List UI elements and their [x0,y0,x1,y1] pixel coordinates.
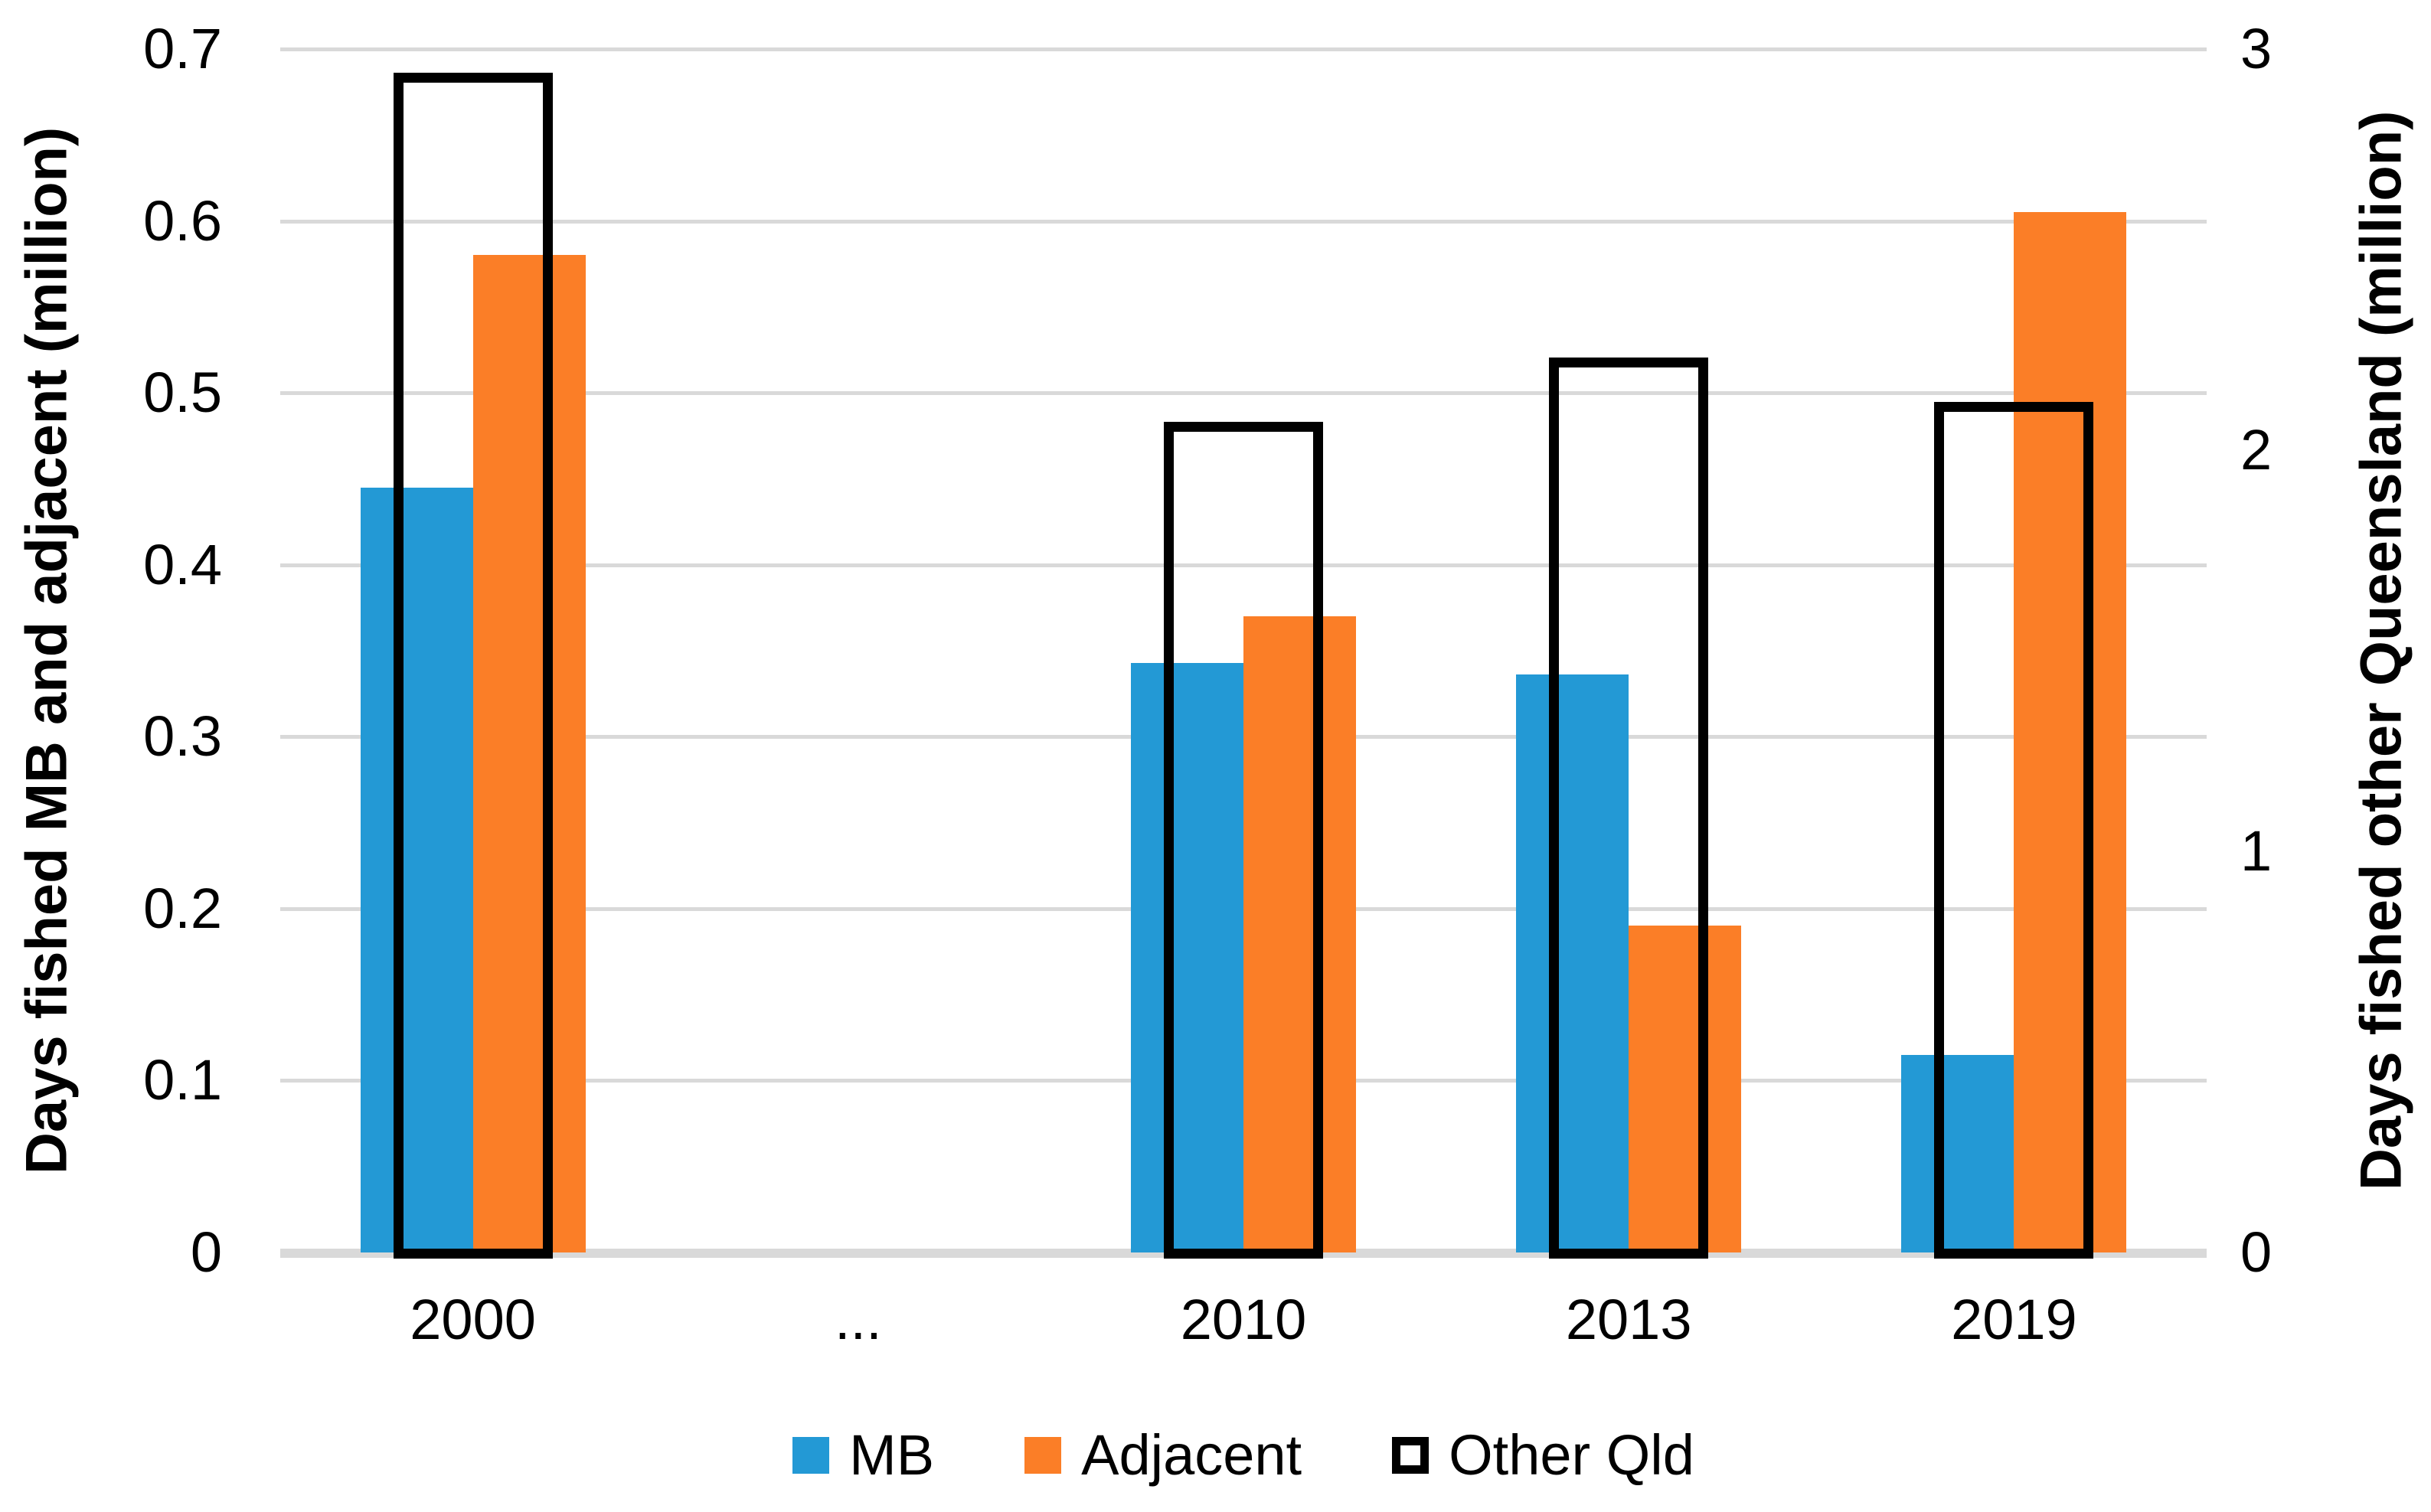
legend-swatch-other-qld [1392,1437,1430,1474]
right-axis-title: Days fished other Queensland (million) [2348,110,2414,1191]
legend-label-other-qld: Other Qld [1449,1423,1694,1487]
legend-label-adjacent: Adjacent [1081,1423,1302,1487]
y-tick-label-left: 0 [190,1220,222,1284]
gridline [280,47,2207,51]
y-tick-label-left: 0.1 [143,1048,222,1112]
bar-adjacent-2013 [1629,926,1742,1252]
y-tick-label-left: 0.5 [143,361,222,425]
legend-item-mb: MB [792,1425,934,1485]
bar-mb-2013 [1516,674,1629,1252]
plot-area [280,47,2207,1259]
legend-label-mb: MB [849,1423,935,1487]
x-category-label: ... [834,1288,882,1351]
bar-other-qld-2019 [1934,402,2094,1259]
gridline [280,219,2207,224]
y-tick-label-left: 0.6 [143,188,222,253]
y-tick-label-left: 0.3 [143,704,222,769]
y-tick-label-right: 1 [2240,819,2273,883]
legend: MB Adjacent Other Qld [280,1425,2207,1485]
y-tick-label-right: 2 [2240,418,2273,482]
bar-adjacent-2000 [472,255,586,1252]
x-category-label: 2000 [410,1288,536,1351]
x-category-label: 2010 [1180,1288,1307,1351]
bar-other-qld-2010 [1164,422,1323,1259]
bar-adjacent-2019 [2014,212,2127,1252]
y-tick-label-right: 0 [2240,1220,2273,1284]
legend-swatch-adjacent [1024,1437,1062,1474]
y-tick-label-left: 0.2 [143,876,222,940]
bar-other-qld-2013 [1549,358,1709,1259]
gridline [280,563,2207,567]
bar-adjacent-2010 [1243,616,1356,1252]
x-category-label: 2013 [1565,1288,1692,1351]
bar-other-qld-2000 [393,73,553,1259]
y-tick-label-left: 0.7 [143,17,222,80]
bar-mb-2000 [360,487,473,1252]
legend-item-other-qld: Other Qld [1392,1425,1694,1485]
y-tick-label-left: 0.4 [143,532,222,596]
bar-mb-2019 [1901,1054,2014,1252]
x-category-label: 2019 [1951,1288,2077,1351]
legend-item-adjacent: Adjacent [1024,1425,1302,1485]
gridline [280,391,2207,396]
legend-swatch-mb [792,1437,830,1474]
y-tick-label-right: 3 [2240,17,2273,80]
bar-mb-2010 [1131,662,1243,1252]
